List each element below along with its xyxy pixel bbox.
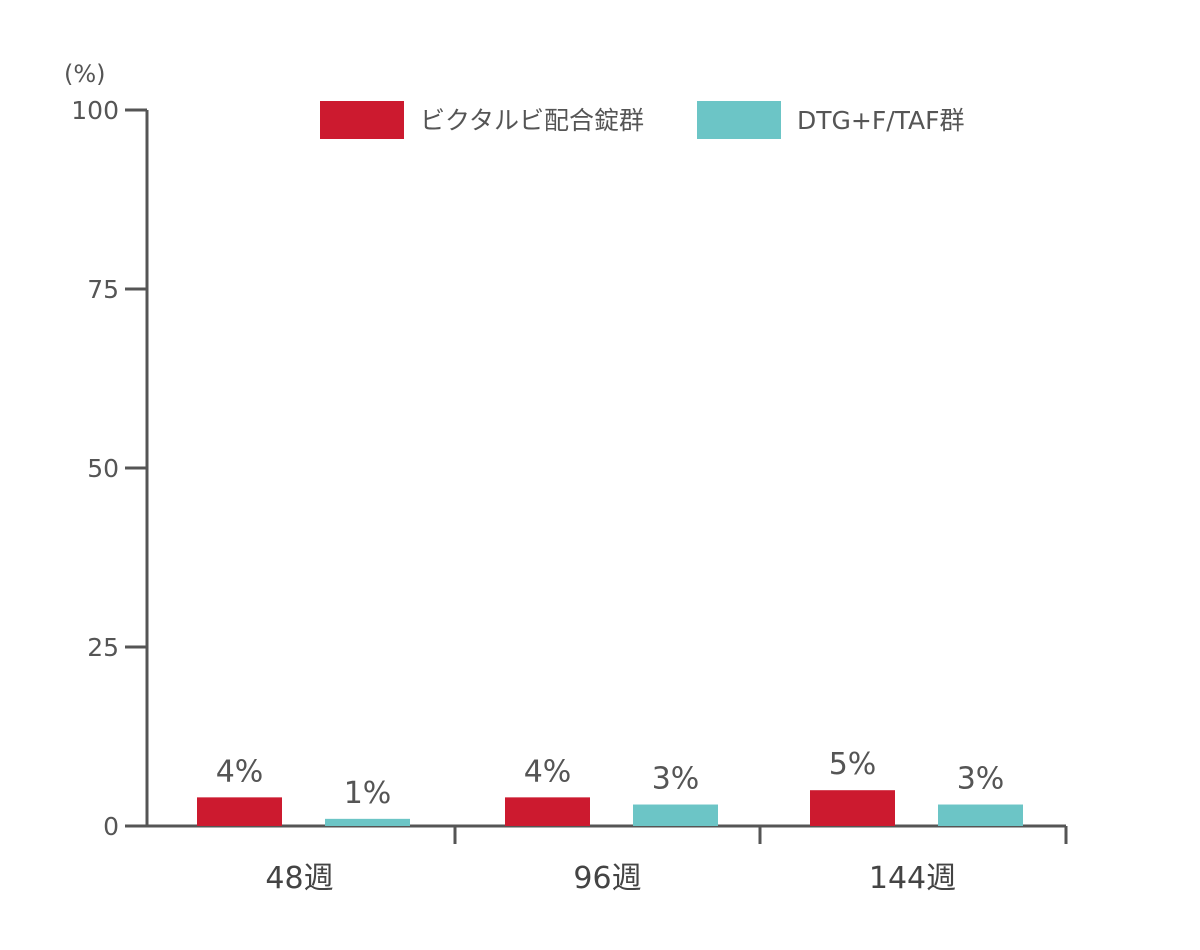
data-label: 4% — [216, 754, 264, 789]
data-label: 3% — [957, 762, 1005, 797]
legend-label: ビクタルビ配合錠群 — [420, 106, 644, 135]
y-tick-label: 75 — [87, 275, 119, 304]
y-tick-label: 100 — [71, 96, 119, 125]
bar — [197, 797, 282, 826]
axes: 0 25 50 75 100 48週 96週 144週 — [71, 96, 1068, 896]
data-label: 1% — [344, 776, 392, 811]
data-label: 4% — [524, 754, 572, 789]
data-label: 5% — [829, 747, 877, 782]
y-tick-label: 50 — [87, 454, 119, 483]
bar — [505, 797, 590, 826]
x-category-label: 48週 — [265, 861, 333, 896]
y-tick-label: 25 — [87, 633, 119, 662]
legend-swatch — [697, 101, 781, 139]
y-axis-unit-label: (%) — [64, 60, 106, 88]
bars: 4% 1% 4% 3% 5% 3% — [197, 747, 1023, 826]
data-label: 3% — [652, 762, 700, 797]
bar — [810, 790, 895, 826]
y-tick-label: 0 — [103, 812, 119, 841]
legend-label: DTG+F/TAF群 — [797, 106, 964, 135]
x-category-label: 96週 — [573, 861, 641, 896]
legend: ビクタルビ配合錠群 DTG+F/TAF群 — [320, 101, 964, 139]
bar — [325, 818, 410, 826]
x-category-label: 144週 — [869, 861, 956, 896]
legend-swatch — [320, 101, 404, 139]
bar — [633, 804, 718, 826]
bar — [938, 804, 1023, 826]
